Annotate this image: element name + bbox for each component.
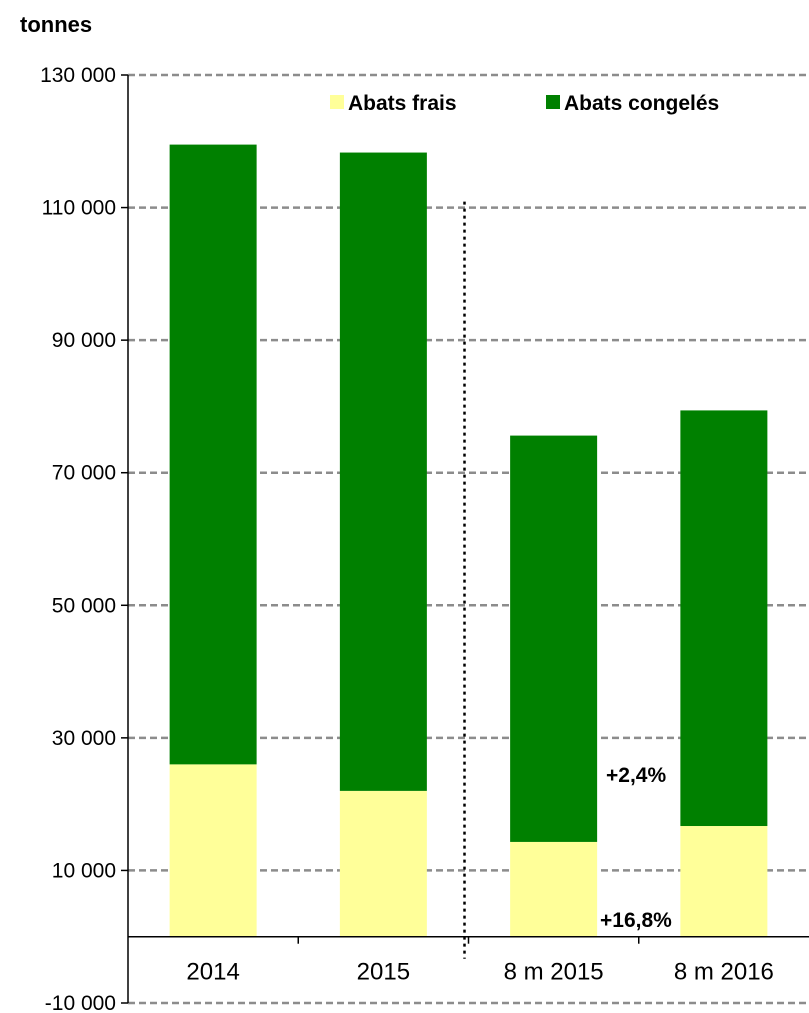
- y-tick-label: 110 000: [42, 197, 116, 220]
- legend-label: Abats congelés: [564, 92, 719, 115]
- y-tick-label: 70 000: [52, 462, 116, 485]
- growth-annotation: +16,8%: [600, 909, 672, 932]
- category-labels: 2014 2015 8 m 2015 8 m 2016: [186, 959, 773, 986]
- bar-abats-frais-2: [510, 841, 598, 937]
- y-unit-label: tonnes: [20, 12, 92, 37]
- y-tick-label: 90 000: [52, 329, 116, 352]
- legend: Abats frais Abats congelés: [330, 92, 719, 115]
- legend-swatch: [330, 95, 344, 109]
- legend-label: Abats frais: [348, 92, 457, 115]
- bar-abats-congeles-3: [680, 410, 768, 827]
- y-tick-label: 10 000: [52, 859, 116, 882]
- bar-abats-congeles-1: [339, 152, 427, 791]
- x-category-label: 8 m 2015: [504, 959, 604, 986]
- bar-abats-frais-0: [169, 764, 257, 937]
- x-category-label: 2014: [186, 959, 239, 986]
- x-category-label: 8 m 2016: [674, 959, 774, 986]
- bar-abats-frais-3: [680, 826, 768, 937]
- growth-annotation: +2,4%: [606, 764, 666, 787]
- bars: [169, 144, 768, 937]
- bar-abats-congeles-0: [169, 144, 257, 765]
- y-tick-label: -10 000: [45, 992, 116, 1013]
- y-tick-label: 50 000: [52, 594, 116, 617]
- x-axis-ticks: [297, 936, 640, 944]
- annotations: +2,4% +16,8%: [600, 764, 672, 932]
- legend-swatch: [546, 95, 560, 109]
- x-category-label: 2015: [357, 959, 410, 986]
- bar-abats-congeles-2: [510, 435, 598, 842]
- y-axis-ticks: -10 000 10 000 30 000 50 000 70 000 90 000 110…: [40, 64, 128, 1013]
- bar-abats-frais-1: [339, 790, 427, 937]
- y-tick-label: 130 000: [40, 64, 116, 87]
- y-tick-label: 30 000: [52, 727, 116, 750]
